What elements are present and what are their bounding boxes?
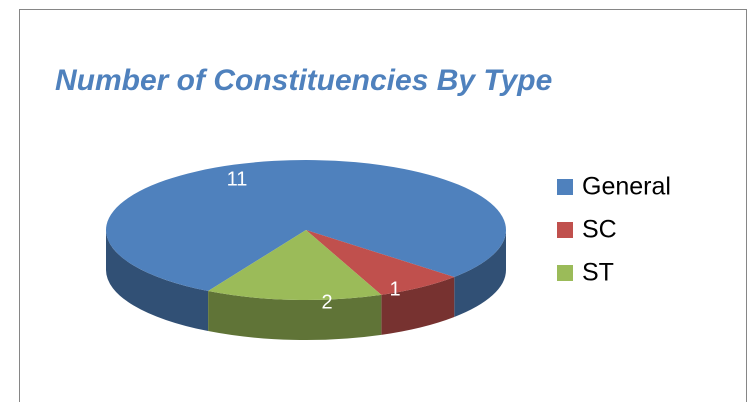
legend-swatch (557, 179, 573, 195)
data-label: 2 (321, 291, 332, 313)
legend-label: General (582, 173, 671, 201)
pie-slice (105, 160, 506, 292)
pie-wall (381, 276, 455, 335)
legend-label: ST (582, 259, 614, 287)
chart-title: Number of Constituencies By Type (55, 64, 552, 97)
pie-wall (454, 230, 506, 317)
legend-label: SC (582, 216, 617, 244)
legend-swatch (557, 265, 573, 281)
pie-slice (208, 230, 382, 300)
data-label: 11 (227, 168, 248, 190)
legend-swatch (557, 222, 573, 238)
pie-slice (306, 230, 455, 295)
data-label: 1 (389, 278, 400, 300)
pie-wall (105, 230, 209, 332)
pie-wall (208, 291, 382, 340)
